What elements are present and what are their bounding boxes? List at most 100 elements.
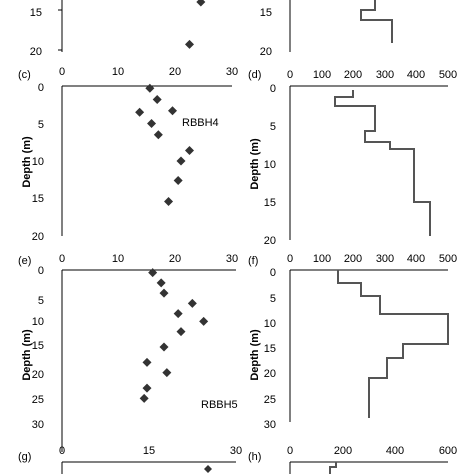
y-tick-15: 15 [32,340,44,352]
data-point [168,106,177,116]
y-tick-30: 30 [264,419,276,431]
data-point [204,465,212,473]
data-point [139,393,149,403]
y-tick-20: 20 [32,231,44,243]
y-axis-label: Depth (m) [21,329,33,381]
y-axis-label: Depth (m) [249,138,261,190]
y-tick-5: 5 [38,295,44,307]
data-point [142,357,152,367]
panel-letter: (f) [248,255,258,267]
panel-c: (c) 0 10 20 30 0 5 10 15 20 Depth (m) RB… [18,66,238,243]
velocity-step-line [360,0,393,43]
y-tick-10: 10 [264,159,276,171]
y-tick-15: 15 [32,193,44,205]
y-tick-labels: 0 5 10 15 20 [32,82,44,243]
x-tick-400: 400 [407,253,425,265]
y-axis-label: Depth (m) [249,329,261,381]
data-point [142,383,152,393]
y-tick-5: 5 [270,293,276,305]
panel-e: (e) 0 10 20 30 0 5 10 15 20 25 30 Depth … [18,253,238,452]
x-tick-100: 100 [313,253,331,265]
y-tick-0: 0 [38,82,44,94]
x-tick-0: 0 [59,445,65,457]
x-tick-500: 500 [439,253,457,265]
x-tick-15: 15 [143,445,155,457]
data-point [173,176,183,185]
y-tick-10: 10 [32,156,44,168]
y-tick-labels: 0 5 10 15 20 [264,83,276,247]
y-tick-labels: 0 5 10 15 20 25 30 [264,267,276,431]
x-tick-labels: 0 10 20 30 [59,253,238,265]
velocity-step-line [334,90,431,236]
y-tick-10: 10 [32,316,44,328]
x-tick-labels: 0 10 20 30 [59,66,238,78]
y-axis-label: Depth (m) [21,136,33,188]
x-tick-labels: 0 200 400 600 [287,445,457,457]
series-label: RBBH4 [182,117,219,129]
x-tick-10: 10 [112,66,124,78]
top-right-partial-panel: 15 20 [260,0,393,58]
x-tick-300: 300 [376,253,394,265]
x-tick-30: 30 [226,253,238,265]
panel-h: (h) 0 200 400 600 [248,445,457,474]
series-label: RBBH5 [201,399,238,411]
x-tick-400: 400 [386,445,404,457]
panel-g: (g) 0 15 30 [18,445,242,474]
y-tick-20: 20 [264,235,276,247]
y-tick-0: 0 [38,265,44,277]
y-tick-20: 20 [260,46,272,58]
y-tick-20: 20 [32,369,44,381]
data-point [185,146,194,155]
x-tick-labels: 0 100 200 300 400 500 [287,253,457,265]
data-point [196,0,206,7]
y-tick-0: 0 [270,83,276,95]
data-point [152,95,162,104]
y-tick-0: 0 [270,267,276,279]
y-tick-labels: 0 5 10 15 20 25 30 [32,265,44,431]
top-left-partial-panel: 15 20 [30,0,206,58]
data-point [148,268,158,278]
x-tick-30: 30 [226,66,238,78]
y-tick-20: 20 [264,368,276,380]
x-tick-10: 10 [112,253,124,265]
panel-f: (f) 0 100 200 300 400 500 0 5 10 15 20 2… [248,253,457,431]
data-point [176,156,186,166]
data-point [156,278,166,288]
x-tick-300: 300 [376,69,394,81]
velocity-step-line [337,270,449,418]
data-point [159,342,169,352]
x-tick-30: 30 [230,445,242,457]
x-tick-400: 400 [407,69,425,81]
data-point [162,368,172,378]
x-tick-0: 0 [59,253,65,265]
panel-letter: (c) [18,69,31,81]
x-tick-200: 200 [344,69,362,81]
x-tick-20: 20 [169,66,181,78]
panel-letter: (d) [248,69,261,81]
y-tick-15: 15 [260,7,272,19]
y-tick-25: 25 [264,394,276,406]
x-tick-0: 0 [287,69,293,81]
panel-letter: (g) [18,451,31,463]
y-tick-5: 5 [38,119,44,131]
x-tick-0: 0 [287,445,293,457]
data-point [187,298,197,308]
data-point [185,39,194,49]
data-point [153,130,163,140]
x-tick-200: 200 [344,253,362,265]
x-tick-labels: 0 15 30 [59,445,242,457]
data-point [199,316,209,326]
panel-letter: (h) [248,451,261,463]
x-tick-20: 20 [169,253,181,265]
y-tick-15: 15 [30,7,42,19]
data-point [135,107,145,117]
panel-d: (d) 0 100 200 300 400 500 0 5 10 15 20 D… [248,69,457,247]
data-point [173,309,183,319]
y-tick-15: 15 [264,197,276,209]
x-tick-200: 200 [334,445,352,457]
velocity-step-line [329,462,337,474]
data-point [145,83,155,93]
y-tick-20: 20 [30,46,42,58]
x-tick-labels: 0 100 200 300 400 500 [287,69,457,81]
